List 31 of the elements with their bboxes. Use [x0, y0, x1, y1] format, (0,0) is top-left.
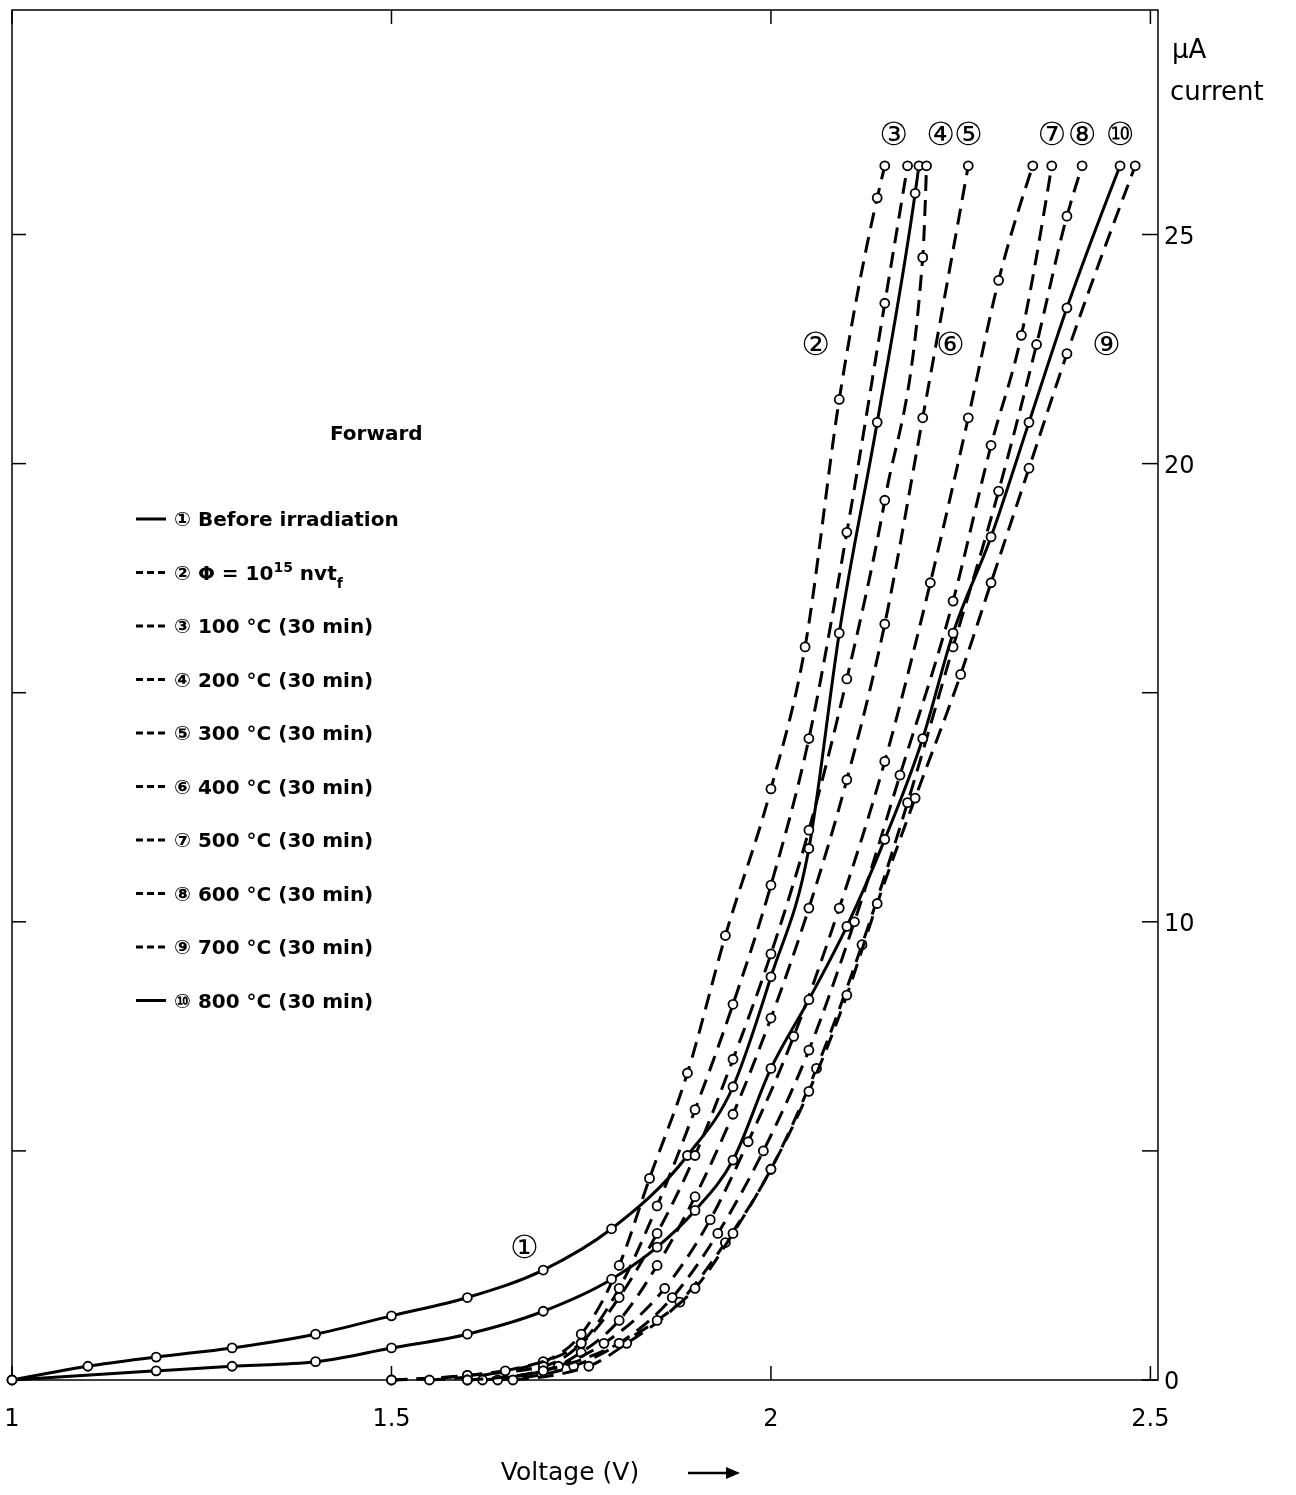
x-axis-title: Voltage (V) [500, 1457, 640, 1486]
legend-label: ⑤ 300 °C (30 min) [174, 721, 374, 745]
annotation: ⑦ [1037, 114, 1067, 153]
legend-label: ⑧ 600 °C (30 min) [174, 881, 374, 906]
legend-label: ⑩ 800 °C (30 min) [174, 988, 374, 1013]
annotation: ⑥ [936, 325, 965, 364]
y-tick-label: 0 [1164, 1367, 1180, 1395]
y-tick-label: 20 [1164, 450, 1195, 479]
annotation: ⑤ [953, 114, 983, 153]
annotation: ④ [926, 114, 955, 153]
x-tick-label: 1.5 [372, 1404, 411, 1432]
x-tick-label: 2.5 [1131, 1404, 1170, 1432]
x-tick-label: 2 [763, 1404, 779, 1432]
legend-label: ⑨ 700 °C (30 min) [174, 935, 374, 959]
legend-label: ⑦ 500 °C (30 min) [174, 828, 374, 852]
annotation: ① [510, 1227, 539, 1266]
legend-label: ⑥ 400 °C (30 min) [174, 774, 374, 799]
legend-label: ② Φ = 10$^{15}$ nvt$_{f}$ [174, 558, 344, 591]
annotation: ⑨ [1091, 325, 1121, 364]
y-tick-label: 25 [1164, 221, 1195, 250]
y-tick-label: 10 [1164, 908, 1195, 937]
legend-label: ③ 100 °C (30 min) [174, 614, 374, 638]
y-axis-title: µA current [1170, 34, 1264, 106]
x-tick-label: 1 [4, 1404, 20, 1432]
legend-title: Forward [330, 421, 423, 445]
legend-label: ④ 200 °C (30 min) [174, 667, 374, 692]
annotation: ② [801, 325, 830, 364]
annotation: ⑧ [1067, 114, 1097, 153]
legend-label: ① Before irradiation [174, 507, 399, 531]
annotation: ③ [879, 114, 908, 153]
annotation: ⑩ [1105, 114, 1135, 153]
